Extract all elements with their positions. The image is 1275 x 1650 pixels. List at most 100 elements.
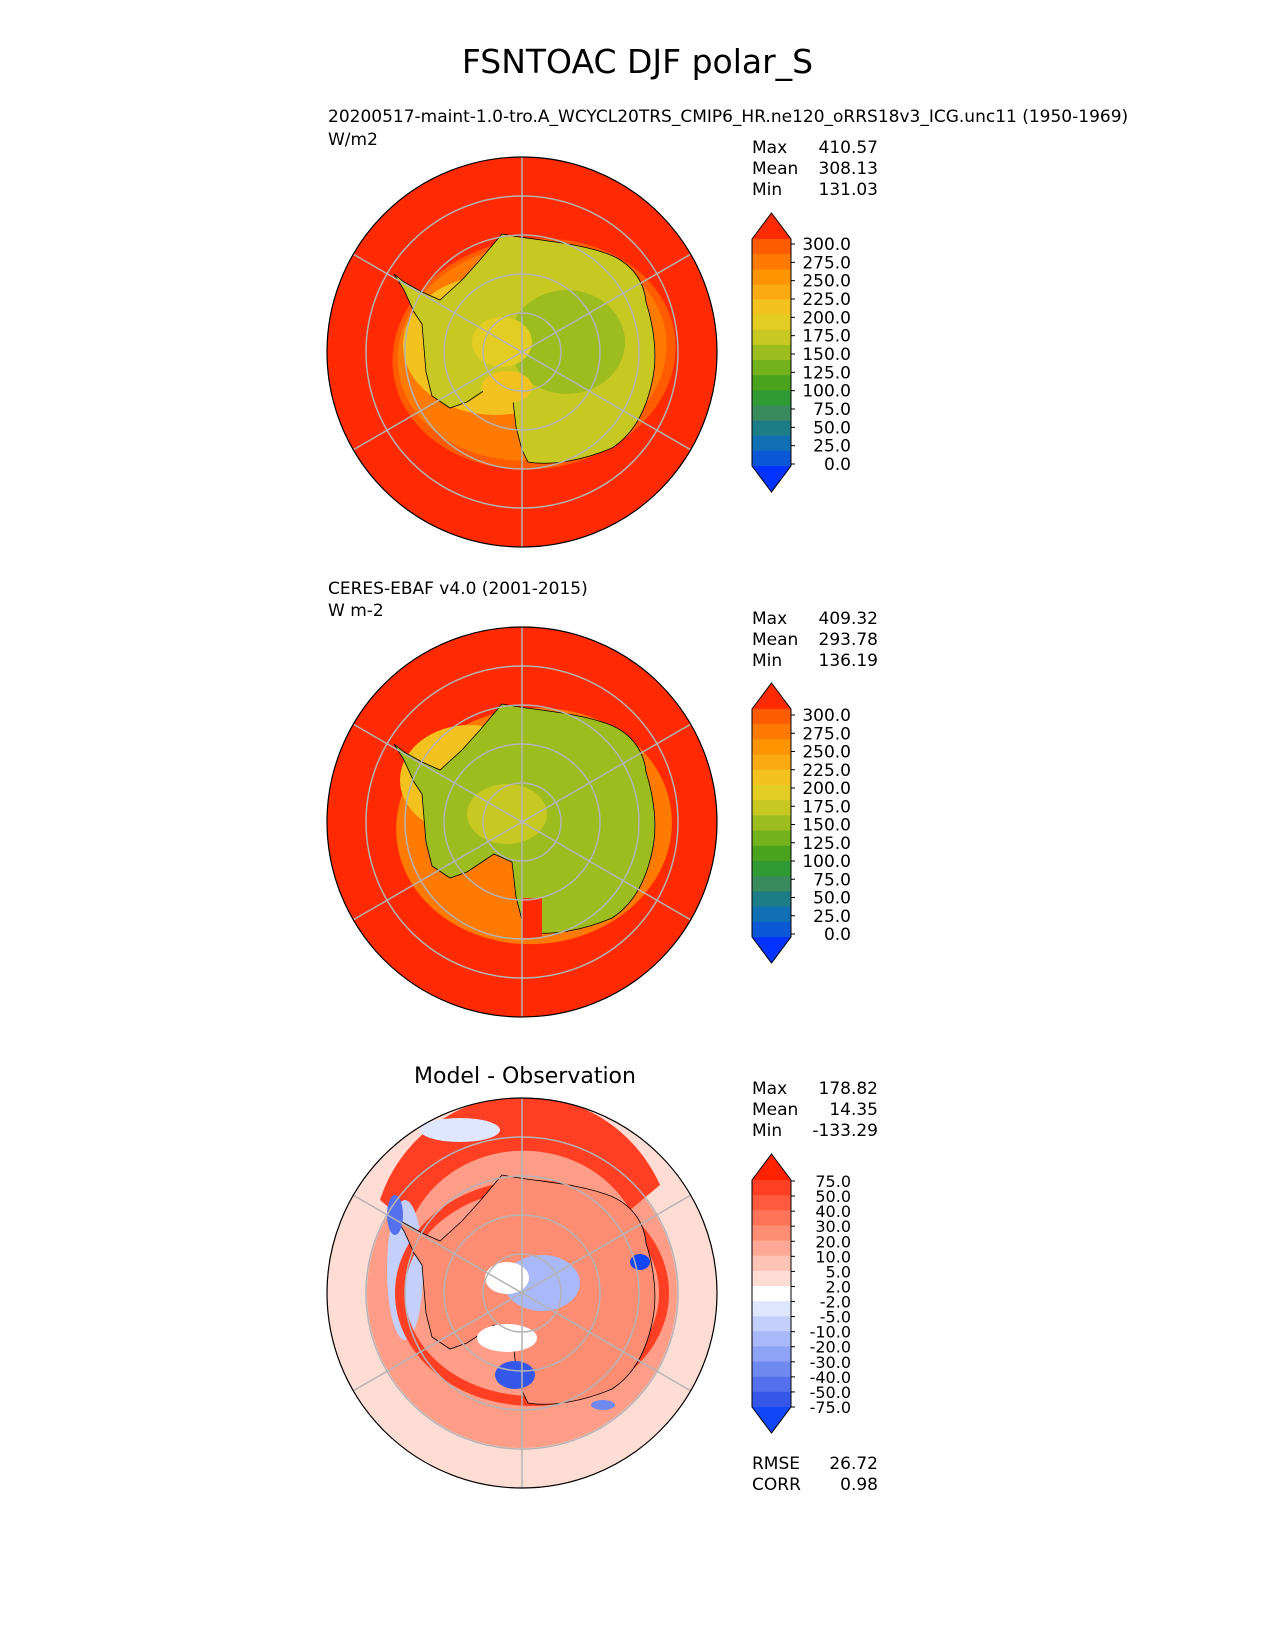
colorbar-1-tick-label: 50.0 (813, 418, 851, 438)
colorbar-3-swatch (752, 1361, 791, 1378)
colorbar-2-tick-label: 200.0 (802, 779, 851, 799)
main-title: FSNTOAC DJF polar_S (461, 42, 814, 81)
stat-mean-1: Mean 308.13 (752, 159, 878, 179)
stat-min-2: Min 136.19 (752, 651, 878, 671)
colorbar-1-tick-label: 100.0 (802, 382, 851, 402)
colorbar-1-swatch (752, 360, 791, 376)
colorbar-3-swatch (752, 1210, 791, 1226)
colorbar-1-swatch (752, 450, 791, 467)
colorbar-2-swatch (752, 845, 791, 862)
colorbar-3-swatch (752, 1180, 791, 1196)
panel-2-units: W m-2 (328, 601, 384, 621)
colorbar-2-swatch (752, 815, 791, 832)
colorbar-2-swatch (752, 739, 791, 756)
colorbar-1-extend-bottom (752, 466, 791, 492)
colorbar-1-swatch (752, 254, 791, 270)
colorbar-3-extend-top (752, 1154, 791, 1180)
colorbar-1-swatch (752, 435, 791, 452)
colorbar-3-swatch (752, 1255, 791, 1272)
colorbar-3-swatch (752, 1240, 791, 1257)
colorbar-1-tick-label: 0.0 (824, 455, 851, 475)
colorbar-2-tick-label: 50.0 (813, 889, 851, 909)
map-panel-1 (326, 156, 718, 548)
colorbar-3-swatch (752, 1285, 791, 1302)
colorbar-1-tick-label: 200.0 (802, 308, 851, 328)
stat-max-3: Max 178.82 (752, 1079, 878, 1099)
colorbar-2-tick-label: 125.0 (802, 834, 851, 854)
colorbar-3-swatch (752, 1346, 791, 1363)
colorbar-1-tick-label: 125.0 (802, 363, 851, 383)
colorbar-1-swatch (752, 329, 791, 346)
colorbar-2-swatch (752, 754, 791, 771)
stat-min-3: Min -133.29 (752, 1121, 878, 1141)
colorbar-2-swatch (752, 785, 791, 801)
colorbar-2-swatch (752, 906, 791, 923)
colorbar-3-swatch (752, 1391, 791, 1408)
colorbar-1-tick-label: 25.0 (813, 437, 851, 457)
stat-max-1: Max 410.57 (752, 138, 878, 158)
colorbar-3: 75.050.040.030.020.010.05.02.0-2.0-5.0-1… (751, 1153, 851, 1434)
panel-1-units: W/m2 (328, 130, 378, 150)
colorbar-2: 300.0275.0250.0225.0200.0175.0150.0125.0… (751, 682, 851, 964)
colorbar-1-swatch (752, 405, 791, 422)
colorbar-2-swatch (752, 709, 791, 725)
colorbar-2-tick-label: 0.0 (824, 925, 851, 945)
colorbar-2-tick-label: 175.0 (802, 797, 851, 817)
colorbar-1-swatch (752, 375, 791, 391)
colorbar-3-tick-label: -10.0 (810, 1323, 851, 1342)
colorbar-3-tick-label: -2.0 (820, 1293, 851, 1312)
colorbar-3-tick-label: -50.0 (810, 1383, 851, 1402)
colorbar-1-swatch (752, 390, 791, 407)
colorbar-2-swatch (752, 830, 791, 847)
colorbar-2-swatch (752, 921, 791, 938)
colorbar-2-swatch (752, 876, 791, 892)
colorbar-3-swatch (752, 1301, 791, 1317)
colorbar-1-swatch (752, 344, 791, 361)
colorbar-1: 300.0275.0250.0225.0200.0175.0150.0125.0… (751, 212, 851, 493)
colorbar-3-swatch (752, 1316, 791, 1332)
colorbar-3-swatch (752, 1376, 791, 1393)
colorbar-2-tick-label: 150.0 (802, 816, 851, 836)
colorbar-2-tick-label: 100.0 (802, 852, 851, 872)
colorbar-2-tick-label: 75.0 (813, 870, 851, 890)
colorbar-1-swatch (752, 239, 791, 255)
colorbar-3-swatch (752, 1225, 791, 1242)
stat-min-1: Min 131.03 (752, 180, 878, 200)
stat-rmse: RMSE 26.72 (752, 1454, 878, 1474)
colorbar-3-tick-label: 10.0 (815, 1247, 851, 1266)
colorbar-2-tick-label: 225.0 (802, 761, 851, 781)
colorbar-3-tick-label: 5.0 (826, 1262, 851, 1281)
colorbar-1-tick-label: 175.0 (802, 327, 851, 347)
colorbar-3-swatch (752, 1270, 791, 1287)
panel-2-label: CERES-EBAF v4.0 (2001-2015) (328, 579, 588, 599)
colorbar-2-tick-label: 25.0 (813, 907, 851, 927)
panel-1-label: 20200517-maint-1.0-tro.A_WCYCL20TRS_CMIP… (328, 107, 1129, 127)
colorbar-1-tick-label: 75.0 (813, 400, 851, 420)
colorbar-1-swatch (752, 420, 791, 437)
colorbar-2-swatch (752, 724, 791, 740)
colorbar-1-swatch (752, 299, 791, 316)
colorbar-2-swatch (752, 769, 791, 786)
stat-corr: CORR 0.98 (752, 1475, 878, 1495)
stat-mean-2: Mean 293.78 (752, 630, 878, 650)
colorbar-2-extend-bottom (752, 937, 791, 963)
colorbar-1-extend-top (752, 213, 791, 239)
colorbar-2-tick-label: 250.0 (802, 743, 851, 763)
colorbar-1-tick-label: 300.0 (802, 235, 851, 255)
colorbar-3-swatch (752, 1195, 791, 1211)
map-panel-3 (326, 1097, 718, 1489)
colorbar-3-tick-label: -75.0 (810, 1398, 851, 1417)
colorbar-3-tick-label: -20.0 (810, 1338, 851, 1357)
colorbar-3-extend-bottom (752, 1407, 791, 1433)
colorbar-1-tick-label: 275.0 (802, 253, 851, 273)
colorbar-3-swatch (752, 1331, 791, 1348)
map-panel-2 (326, 626, 718, 1018)
colorbar-3-tick-label: 75.0 (815, 1172, 851, 1191)
colorbar-1-swatch (752, 284, 791, 301)
panel-3-title: Model - Observation (414, 1064, 636, 1089)
colorbar-1-tick-label: 150.0 (802, 345, 851, 365)
colorbar-3-tick-label: -5.0 (820, 1308, 851, 1327)
colorbar-2-extend-top (752, 683, 791, 709)
colorbar-1-swatch (752, 314, 791, 331)
colorbar-3-tick-label: 40.0 (815, 1202, 851, 1221)
